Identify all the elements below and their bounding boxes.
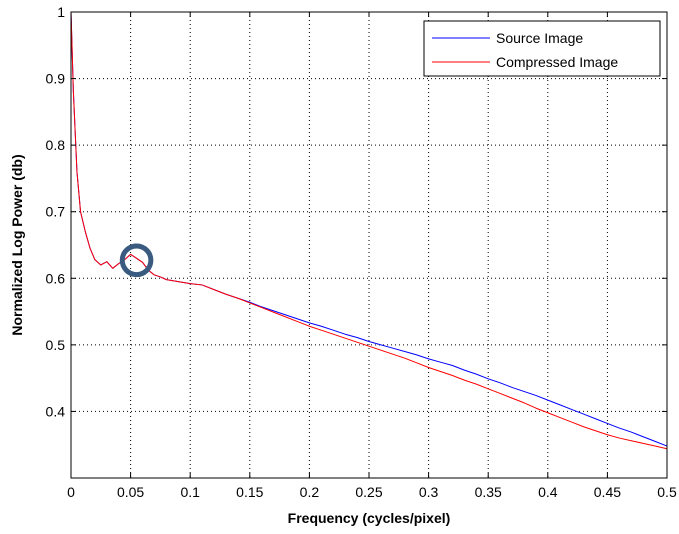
x-tick-label: 0.3 xyxy=(419,484,439,500)
y-tick-label: 0.4 xyxy=(46,403,66,419)
y-tick-label: 0.9 xyxy=(46,71,66,87)
plot-area xyxy=(70,11,668,450)
legend-label-source-image: Source Image xyxy=(496,30,583,46)
x-tick-label: 0.35 xyxy=(475,484,502,500)
highlight-circle xyxy=(119,243,154,278)
x-tick-label: 0 xyxy=(67,484,75,500)
x-axis-label: Frequency (cycles/pixel) xyxy=(288,510,451,526)
ticks: 0 0.05 0.1 0.15 0.2 0.25 0.3 0.35 0.4 0.45 0.5 0.4 0… xyxy=(46,4,677,500)
x-tick-label: 0.4 xyxy=(538,484,558,500)
grid xyxy=(71,12,667,478)
x-tick-label: 0.45 xyxy=(594,484,621,500)
y-tick-label: 0.8 xyxy=(46,137,66,153)
y-tick-label: 0.6 xyxy=(46,270,66,286)
x-tick-label: 0.05 xyxy=(117,484,144,500)
y-axis-label: Normalized Log Power (db) xyxy=(9,154,25,335)
y-tick-label: 1 xyxy=(57,4,65,20)
x-tick-label: 0.5 xyxy=(657,484,677,500)
legend-box xyxy=(423,20,661,77)
x-tick-label: 0.1 xyxy=(180,484,200,500)
series-line-compressed-image xyxy=(70,11,668,450)
x-tick-label: 0.25 xyxy=(355,484,382,500)
x-tick-label: 0.15 xyxy=(236,484,263,500)
y-tick-label: 0.5 xyxy=(46,337,66,353)
x-tick-label: 0.2 xyxy=(300,484,320,500)
legend-label-compressed-image: Compressed Image xyxy=(496,54,618,70)
legend: Source Image Compressed Image xyxy=(423,20,661,77)
y-tick-label: 0.7 xyxy=(46,204,66,220)
